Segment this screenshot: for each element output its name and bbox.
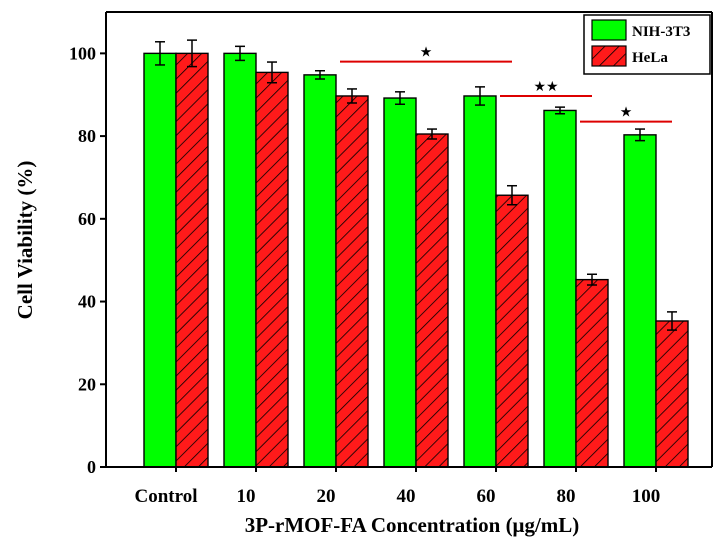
x-tick-label: 10 (237, 486, 256, 507)
y-tick-label: 100 (69, 43, 96, 63)
legend: NIH-3T3 HeLa (583, 14, 711, 75)
significance-marker: ★★ (533, 79, 558, 95)
legend-swatch-nih-3t3 (591, 19, 627, 41)
bar-nih-3t3-60 (463, 95, 497, 468)
x-tick-label: 20 (317, 486, 336, 507)
plot-area: ★★★★ (143, 39, 689, 468)
bar-nih-3t3-40 (383, 97, 417, 468)
x-tick-label: 80 (557, 486, 576, 507)
bar-nih-3t3-20 (303, 74, 337, 468)
significance-marker: ★ (620, 105, 633, 121)
significance-marker: ★ (420, 45, 433, 61)
y-tick-label: 80 (78, 126, 96, 146)
bar-nih-3t3-100 (623, 134, 657, 468)
bar-hela-20 (335, 95, 369, 468)
legend-label-hela: HeLa (632, 50, 668, 66)
y-axis-label: Cell Viability (%) (13, 161, 37, 320)
x-tick-label: Control (135, 486, 198, 507)
legend-swatch-hela (591, 45, 627, 67)
axes: 0 20 40 60 80 100 Control 10 20 40 60 80 100 (69, 11, 713, 507)
bar-nih-3t3-10 (223, 52, 257, 468)
bar-hela-10 (255, 71, 289, 468)
bar-hela-40 (415, 133, 449, 468)
y-tick-label: 0 (87, 457, 96, 477)
x-tick-label: 60 (477, 486, 496, 507)
x-tick-label: 100 (632, 486, 661, 507)
legend-label-nih-3t3: NIH-3T3 (632, 24, 690, 40)
x-tick-label: 40 (397, 486, 416, 507)
bar-nih-3t3-control (143, 52, 177, 468)
bar-hela-60 (495, 194, 529, 468)
y-tick-label: 60 (78, 209, 96, 229)
bar-hela-100 (655, 320, 689, 468)
bar-hela-control (175, 52, 209, 468)
bar-hela-80 (575, 278, 609, 468)
y-tick-label: 20 (78, 374, 96, 394)
bar-nih-3t3-80 (543, 109, 577, 468)
y-tick-label: 40 (78, 292, 96, 312)
x-axis-label: 3P-rMOF-FA Concentration (μg/mL) (245, 513, 580, 537)
